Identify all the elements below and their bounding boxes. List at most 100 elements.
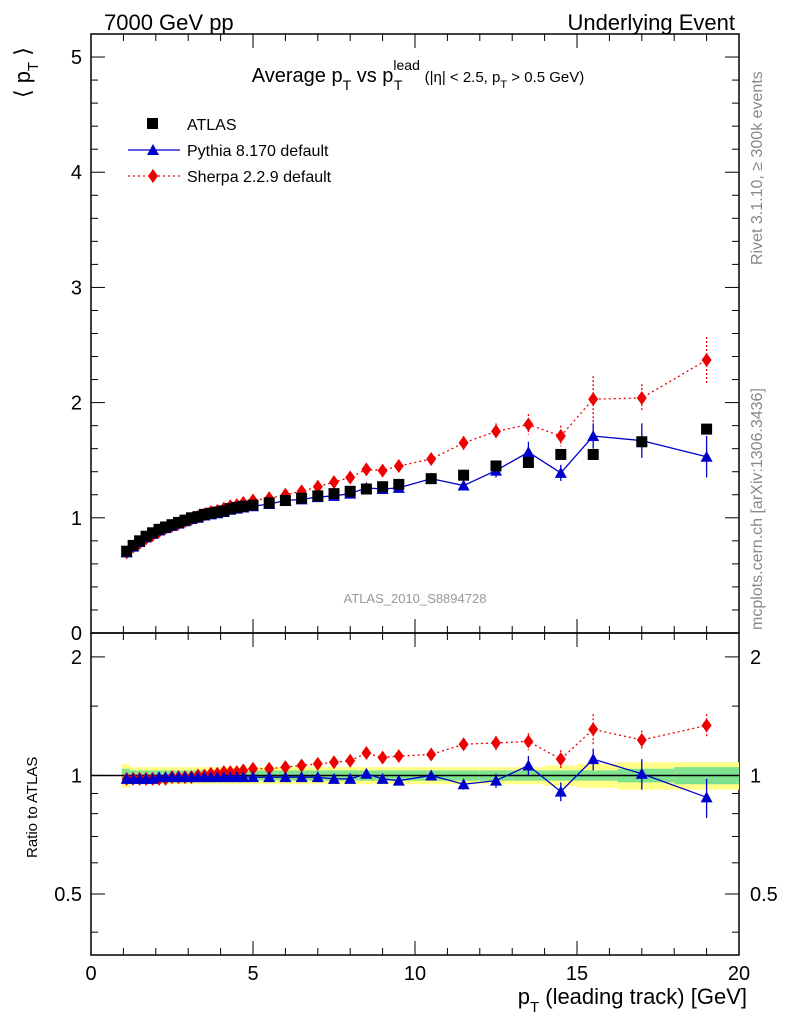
pythia-ratio-point [522,759,535,771]
sherpa-ratio-point [312,756,323,771]
sherpa-ratio-point [393,749,404,764]
sherpa-ratio-point [280,760,291,775]
atlas-point [160,521,172,533]
sherpa-point [377,463,388,478]
legend-marker-sherpa [148,169,158,183]
pythia-ratio-point [328,772,340,784]
sherpa-ratio-point [588,722,599,737]
sherpa-point [345,470,356,485]
pythia-ratio-point [635,767,648,779]
plot-title: Average pT vs plead T (|η| < 2.5, pT > 0.… [252,57,584,93]
x-axis-label: pT (leading track) [GeV] [518,984,747,1016]
header-left: 7000 GeV pp [104,10,234,35]
atlas-point [296,492,308,504]
sherpa-ratio-point [296,758,307,773]
analysis-watermark: ATLAS_2010_S8894728 [344,591,487,606]
x-tick-label: 10 [404,963,426,985]
ratio-tick-label-right: 0.5 [750,884,778,906]
atlas-point [328,488,340,500]
sherpa-point [393,458,404,473]
x-tick-label: 0 [85,963,96,985]
atlas-point [185,512,197,524]
atlas-point [211,506,223,518]
atlas-point [153,523,165,535]
ratio-plot-frame [90,632,740,956]
ratio-tick-label-right: 2 [750,647,761,669]
atlas-point [555,448,567,460]
pythia-ratio-point [247,771,259,783]
y-axis-label: ⟨ pT ⟩ [10,47,42,98]
pythia-ratio-point [295,771,308,783]
pythia-ratio-point [279,771,292,783]
pythia-ratio-point [700,791,713,803]
legend-marker-pythia [147,144,159,155]
header-right: Underlying Event [567,10,735,35]
pythia-ratio-point [554,785,567,797]
atlas-point [458,469,470,481]
atlas-point [636,436,648,448]
y-tick-label: 4 [71,162,82,184]
pythia-point [554,466,567,478]
atlas-point [140,530,152,542]
sherpa-ratio-point [426,747,437,762]
atlas-point [344,485,356,497]
atlas-point [377,481,389,493]
sherpa-ratio-point [491,735,501,750]
legend-marker-atlas [147,118,158,129]
pythia-ratio-point [237,771,250,783]
atlas-point [166,519,178,531]
pythia-ratio-point [490,774,502,786]
series-layer [120,336,713,818]
sherpa-ratio-point [377,750,388,765]
sherpa-point [523,417,534,432]
sherpa-point [588,392,599,407]
atlas-point [198,508,210,520]
atlas-point [490,460,502,472]
legend-label-pythia: Pythia 8.170 default [187,143,329,160]
sherpa-point [312,479,323,494]
y-tick-label: 5 [71,47,82,69]
sherpa-ratio-point [238,763,249,778]
atlas-point [522,457,534,469]
pythia-ratio-point [587,753,600,765]
sherpa-point [458,435,469,450]
legend: ATLAS Pythia 8.170 default Sherpa 2.2.9 … [128,117,332,186]
ratio-tick-label-left: 0.5 [54,884,82,906]
atlas-point [224,503,236,515]
pythia-ratio-point [376,772,389,784]
sherpa-ratio-point [264,761,275,776]
sherpa-ratio-point [345,753,356,768]
side-label-bottom: mcplots.cern.ch [arXiv:1306.3436] [749,388,766,630]
pythia-point [700,450,713,462]
sherpa-point [491,424,501,439]
sherpa-point [555,429,566,444]
sherpa-ratio-point [458,737,469,752]
atlas-point [205,507,217,519]
sherpa-point [701,352,712,367]
atlas-point [360,483,372,495]
x-tick-label: 5 [247,963,258,985]
pythia-point [587,430,600,442]
ratio-tick-label-left: 2 [71,647,82,669]
pythia-point [457,479,470,491]
axis-ticks: 0 5 10 15 20 0 1 2 3 4 5 0.5 0.5 1 1 2 2 [54,34,778,985]
pythia-ratio-point [425,769,438,781]
sherpa-point [329,475,339,490]
ratio-tick-label-left: 1 [71,765,82,787]
atlas-point [172,516,184,528]
atlas-point [121,545,133,557]
pythia-ratio-point [457,778,470,790]
sherpa-point [636,391,647,406]
atlas-point [218,505,230,517]
atlas-point [231,501,243,513]
ratio-y-axis-label: Ratio to ATLAS [24,757,41,858]
atlas-point [312,490,324,502]
atlas-point [279,495,291,507]
atlas-point [147,527,159,539]
atlas-point [247,499,259,511]
sherpa-ratio-point [523,734,534,749]
legend-label-sherpa: Sherpa 2.2.9 default [187,169,332,186]
side-label-top: Rivet 3.1.10, ≥ 300k events [749,71,766,265]
atlas-point [425,473,437,485]
y-tick-label: 1 [71,508,82,530]
